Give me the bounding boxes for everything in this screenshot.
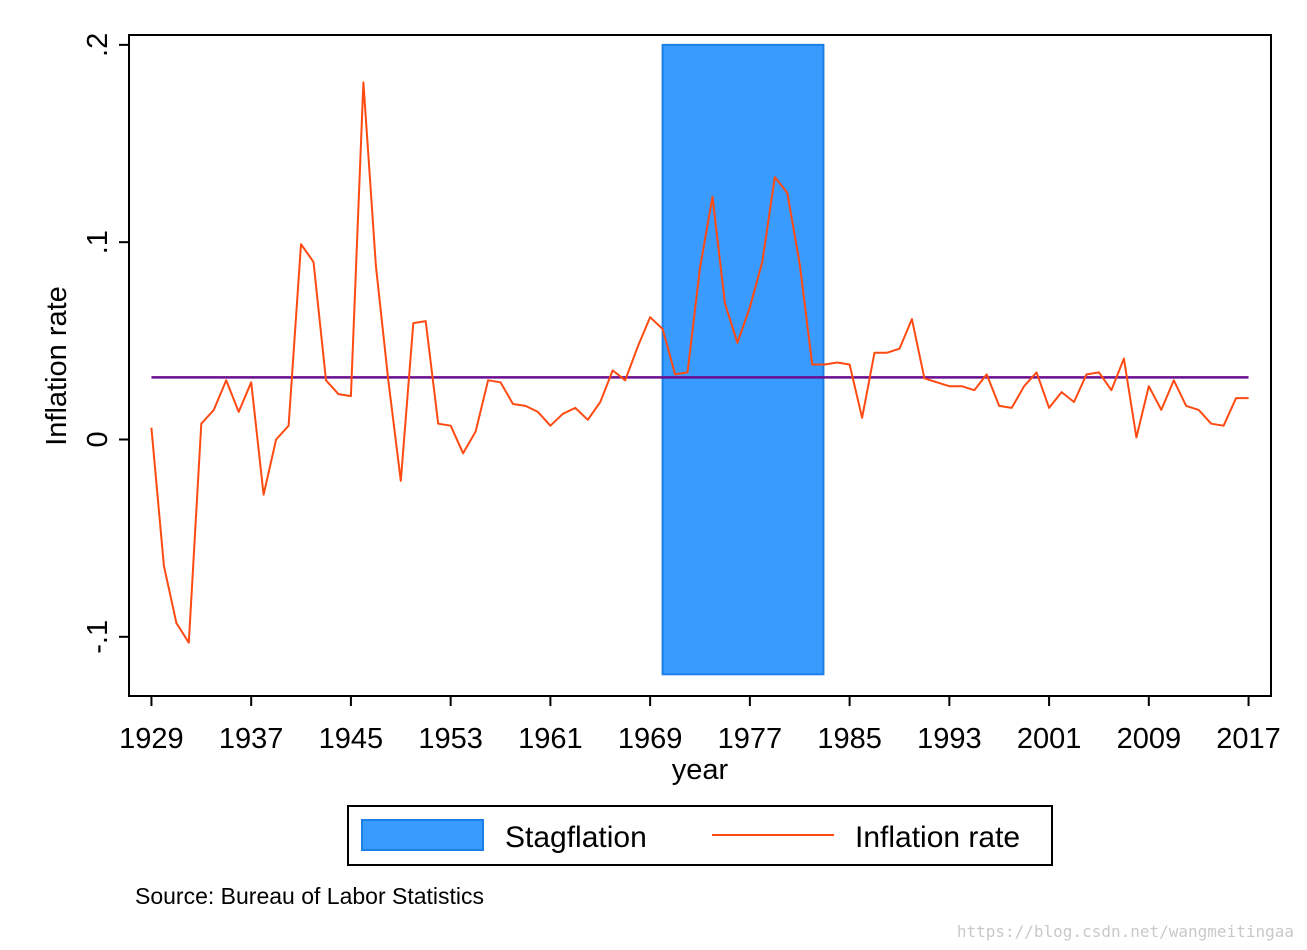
inflation-rate-line	[150, 81, 1249, 644]
x-tick-label: 1969	[618, 723, 683, 755]
legend: Stagflation Inflation rate	[347, 805, 1053, 866]
stagflation-region	[661, 43, 825, 676]
x-tick-label: 2009	[1117, 723, 1182, 755]
x-tick-label: 1945	[319, 723, 384, 755]
legend-label-stagflation: Stagflation	[505, 821, 647, 854]
x-tick-label: 2001	[1017, 723, 1082, 755]
x-axis-title: year	[672, 754, 729, 786]
y-axis: -.1 0 .1 .2	[82, 33, 129, 654]
watermark-text: https://blog.csdn.net/wangmeitingaa	[957, 922, 1294, 941]
x-tick-label: 1953	[418, 723, 483, 755]
x-tick-label: 1977	[718, 723, 783, 755]
y-tick-label: -.1	[82, 620, 114, 654]
y-tick-label: 0	[82, 431, 114, 447]
legend-label-inflation-rate: Inflation rate	[855, 821, 1020, 854]
x-tick-label: 1929	[119, 723, 184, 755]
legend-swatch-stagflation	[361, 819, 484, 851]
x-tick-label: 1993	[917, 723, 982, 755]
x-tick-label: 1937	[219, 723, 284, 755]
y-tick-label: .1	[82, 230, 114, 254]
y-tick-label: .2	[82, 33, 114, 57]
source-note: Source: Bureau of Labor Statistics	[135, 883, 484, 909]
x-tick-label: 1961	[518, 723, 583, 755]
x-axis: 1929 1937 1945 1953 1961 1969 1977 1985 1993 2001…	[119, 696, 1281, 755]
x-tick-label: 1985	[817, 723, 882, 755]
x-tick-label: 2017	[1216, 723, 1281, 755]
y-axis-title: Inflation rate	[41, 286, 73, 446]
